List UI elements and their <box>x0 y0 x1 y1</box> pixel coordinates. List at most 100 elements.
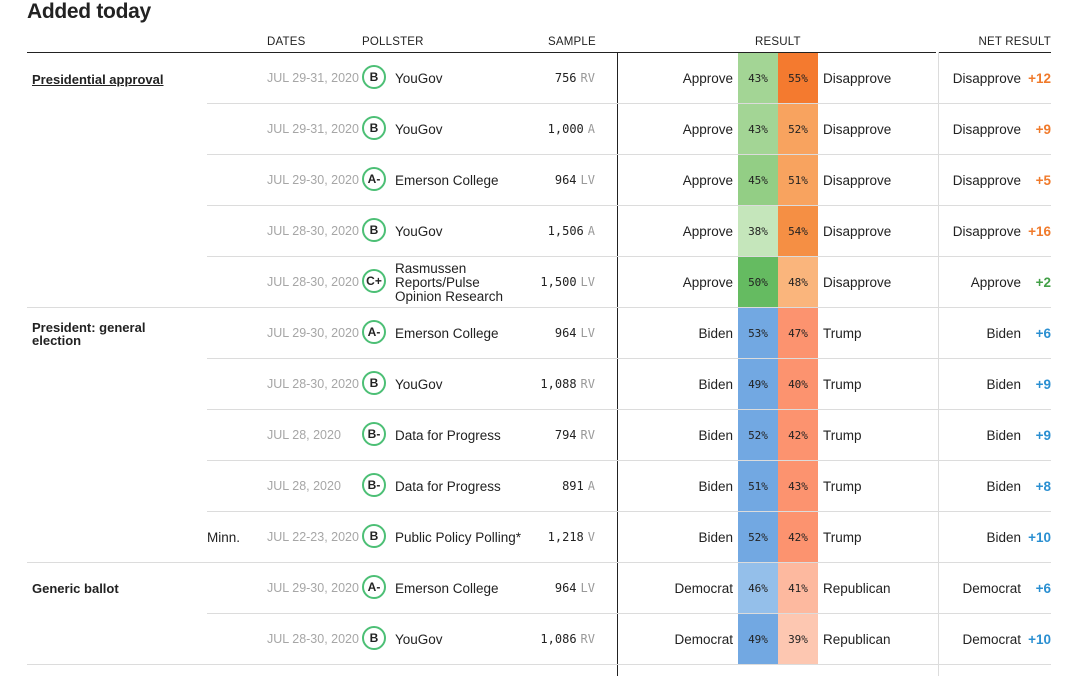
result-left-name: Approve <box>682 122 733 137</box>
net-result-name: Biden <box>986 479 1021 494</box>
result-right-bar: 42% <box>778 512 818 563</box>
net-result-name: Democrat <box>962 581 1021 596</box>
net-result-value: +16 <box>1028 224 1051 239</box>
result-right-bar: 42% <box>778 410 818 461</box>
net-result-column-header: NET RESULT <box>978 36 1051 48</box>
group-president-general-election: President: general election <box>32 320 146 348</box>
sample-population: LV <box>580 173 595 187</box>
pollster-grade-badge: A- <box>362 320 386 344</box>
sample-count: 1,506 <box>547 224 584 238</box>
result-left-bar: 52% <box>738 410 778 461</box>
sample-population: A <box>587 122 595 136</box>
result-column-header: RESULT <box>755 36 801 48</box>
net-result-value: +9 <box>1035 428 1051 443</box>
result-right-name: Trump <box>823 377 862 392</box>
result-left-name: Approve <box>682 224 733 239</box>
poll-dates: JUL 29-30, 2020 <box>267 581 359 595</box>
sample-population: RV <box>580 428 595 442</box>
poll-row[interactable]: JUL 28, 2020 B- Data for Progress 794 RV Bide… <box>0 410 1081 461</box>
pollster-grade-badge: B- <box>362 473 386 497</box>
pollster-name[interactable]: Rasmussen Reports/Pulse Opinion Research <box>395 260 504 304</box>
result-right-name: Disapprove <box>823 122 892 137</box>
net-result-value: +5 <box>1035 173 1051 188</box>
poll-row[interactable]: JUL 29-30, 2020 A- Emerson College 964 LV Bid… <box>0 308 1081 359</box>
result-left-name: Approve <box>682 173 733 188</box>
sample-size: 964 LV <box>555 155 595 206</box>
sample-column-header: SAMPLE <box>548 36 596 48</box>
poll-row[interactable]: JUL 28-30, 2020 B YouGov 1,088 RV Biden 49% 40%… <box>0 359 1081 410</box>
group-generic-ballot: Generic ballot <box>32 581 119 596</box>
net-result-value: +10 <box>1028 530 1051 545</box>
pollster-name[interactable]: YouGov <box>395 376 443 392</box>
poll-row[interactable]: JUL 29-30, 2020 A- Emerson College 964 LV Dem… <box>0 563 1081 614</box>
pollster-column-header: POLLSTER <box>362 36 424 48</box>
row-divider <box>207 613 1051 614</box>
pollster-name[interactable]: Emerson College <box>395 325 499 341</box>
header-rule-left <box>27 52 618 53</box>
sample-count: 891 <box>562 479 584 493</box>
sample-population: LV <box>580 581 595 595</box>
poll-row[interactable]: JUL 29-31, 2020 B YouGov 756 RV Approve 43% 55%… <box>0 53 1081 104</box>
poll-dates: JUL 22-23, 2020 <box>267 530 359 544</box>
net-result-name: Biden <box>986 530 1021 545</box>
pollster-name[interactable]: Emerson College <box>395 580 499 596</box>
poll-row[interactable]: JUL 28-30, 2020 C+ Rasmussen Reports/Pulse… <box>0 257 1081 308</box>
header-rule-net <box>939 52 1051 53</box>
pollster-name[interactable]: Emerson College <box>395 172 499 188</box>
result-left-name: Approve <box>682 275 733 290</box>
pollster-name[interactable]: YouGov <box>395 223 443 239</box>
poll-row[interactable]: JUL 28-30, 2020 B YouGov 1,506 A Approve 38% 54… <box>0 206 1081 257</box>
result-left-name: Biden <box>698 530 733 545</box>
result-right-bar: 39% <box>778 614 818 665</box>
sample-size: 964 LV <box>555 563 595 614</box>
state-label: Minn. <box>207 530 241 545</box>
result-right-bar: 47% <box>778 308 818 359</box>
pollster-name[interactable]: YouGov <box>395 121 443 137</box>
result-right-name: Trump <box>823 479 862 494</box>
result-left-name: Approve <box>682 71 733 86</box>
sample-count: 756 <box>554 71 577 85</box>
poll-dates: JUL 28-30, 2020 <box>267 224 359 238</box>
row-divider <box>207 511 1051 512</box>
result-right-bar: 54% <box>778 206 818 257</box>
result-right-name: Trump <box>823 428 862 443</box>
sample-count: 1,086 <box>540 632 577 646</box>
poll-row[interactable]: JUL 29-30, 2020 A- Emerson College 964 LV App… <box>0 155 1081 206</box>
row-divider <box>207 154 1051 155</box>
pollster-name[interactable]: Data for Progress <box>395 478 501 494</box>
dates-column-header: DATES <box>267 36 306 48</box>
header-rule-result <box>618 52 936 53</box>
row-divider <box>27 562 1051 563</box>
poll-row[interactable]: JUL 28-30, 2020 B YouGov 1,086 RV Democrat 49%… <box>0 614 1081 665</box>
result-left-bar: 53% <box>738 308 778 359</box>
poll-dates: JUL 29-30, 2020 <box>267 326 359 340</box>
net-result-name: Biden <box>986 326 1021 341</box>
sample-population: RV <box>580 71 595 85</box>
poll-dates: JUL 28, 2020 <box>267 428 341 442</box>
sample-count: 1,218 <box>547 530 584 544</box>
poll-row[interactable]: JUL 29-31, 2020 B YouGov 1,000 A Approve 43% 52… <box>0 104 1081 155</box>
sample-count: 964 <box>554 326 577 340</box>
group-presidential-approval[interactable]: Presidential approval <box>32 72 164 87</box>
pollster-grade-badge: B <box>362 371 386 395</box>
row-divider <box>207 205 1051 206</box>
result-divider <box>617 52 618 676</box>
poll-row[interactable]: JUL 28, 2020 B- Data for Progress 891 A Biden… <box>0 461 1081 512</box>
pollster-name[interactable]: YouGov <box>395 70 443 86</box>
result-left-bar: 38% <box>738 206 778 257</box>
pollster-name[interactable]: Data for Progress <box>395 427 501 443</box>
row-divider <box>27 307 1051 308</box>
pollster-grade-badge: A- <box>362 167 386 191</box>
result-right-name: Disapprove <box>823 224 892 239</box>
net-result-value: +9 <box>1035 377 1051 392</box>
net-result-name: Democrat <box>962 632 1021 647</box>
pollster-name[interactable]: Public Policy Polling* <box>395 529 522 545</box>
result-left-bar: 43% <box>738 53 778 104</box>
row-divider <box>207 409 1051 410</box>
pollster-name[interactable]: YouGov <box>395 631 443 647</box>
sample-population: V <box>587 530 595 544</box>
section-title: Added today <box>27 0 151 23</box>
poll-row[interactable]: Minn. JUL 22-23, 2020 B Public Policy Polli… <box>0 512 1081 563</box>
sample-count: 1,000 <box>547 122 584 136</box>
pollster-grade-badge: B <box>362 218 386 242</box>
